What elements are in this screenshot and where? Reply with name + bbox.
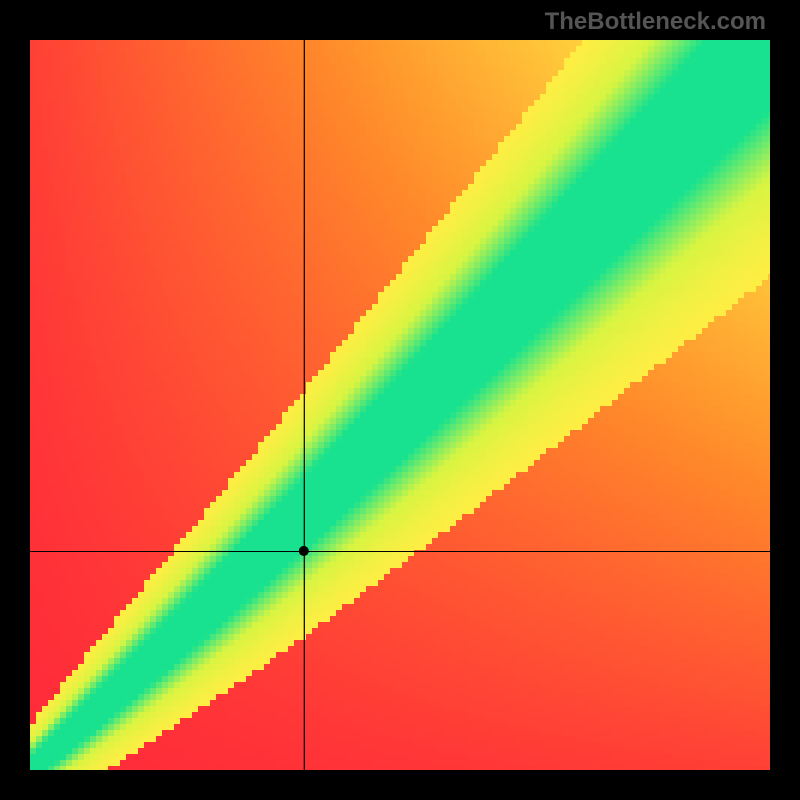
frame-border-bottom — [0, 770, 800, 800]
attribution-text: TheBottleneck.com — [545, 8, 766, 36]
frame-border-left — [0, 0, 30, 800]
frame-border-right — [770, 0, 800, 800]
bottleneck-heatmap — [30, 40, 770, 770]
